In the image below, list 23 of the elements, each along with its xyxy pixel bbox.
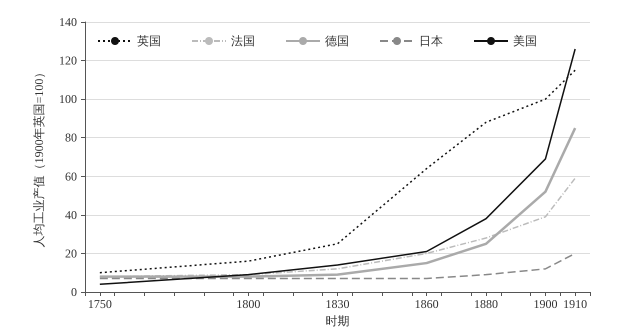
y-tick-label: 120: [59, 54, 77, 68]
legend-label: 美国: [513, 34, 537, 48]
y-tick-label: 100: [59, 92, 77, 106]
y-tick-label: 20: [65, 246, 77, 260]
x-tick-label: 1910: [563, 297, 588, 311]
x-tick-label: 1880: [474, 297, 498, 311]
x-tick-label: 1800: [236, 297, 260, 311]
y-tick-label: 60: [65, 169, 77, 184]
y-tick-label: 80: [65, 130, 77, 145]
line-series: [98, 126, 576, 278]
legend-label: 英国: [137, 34, 161, 48]
y-tick-label: 0: [71, 285, 77, 299]
x-axis-title: 时期: [326, 314, 350, 328]
legend-label: 日本: [419, 34, 443, 48]
y-tick-label: 40: [65, 208, 77, 222]
x-tick-label: 1900: [533, 297, 558, 311]
x-tick-label: 1860: [414, 297, 439, 311]
y-axis-title: 人均工业产值（1900年英国=100）: [32, 66, 46, 248]
x-tick-label: 1750: [88, 297, 112, 311]
y-tick-label: 140: [59, 15, 77, 29]
x-tick-label: 1830: [326, 297, 350, 311]
legend-label: 法国: [231, 34, 255, 48]
legend-label: 德国: [325, 34, 349, 48]
